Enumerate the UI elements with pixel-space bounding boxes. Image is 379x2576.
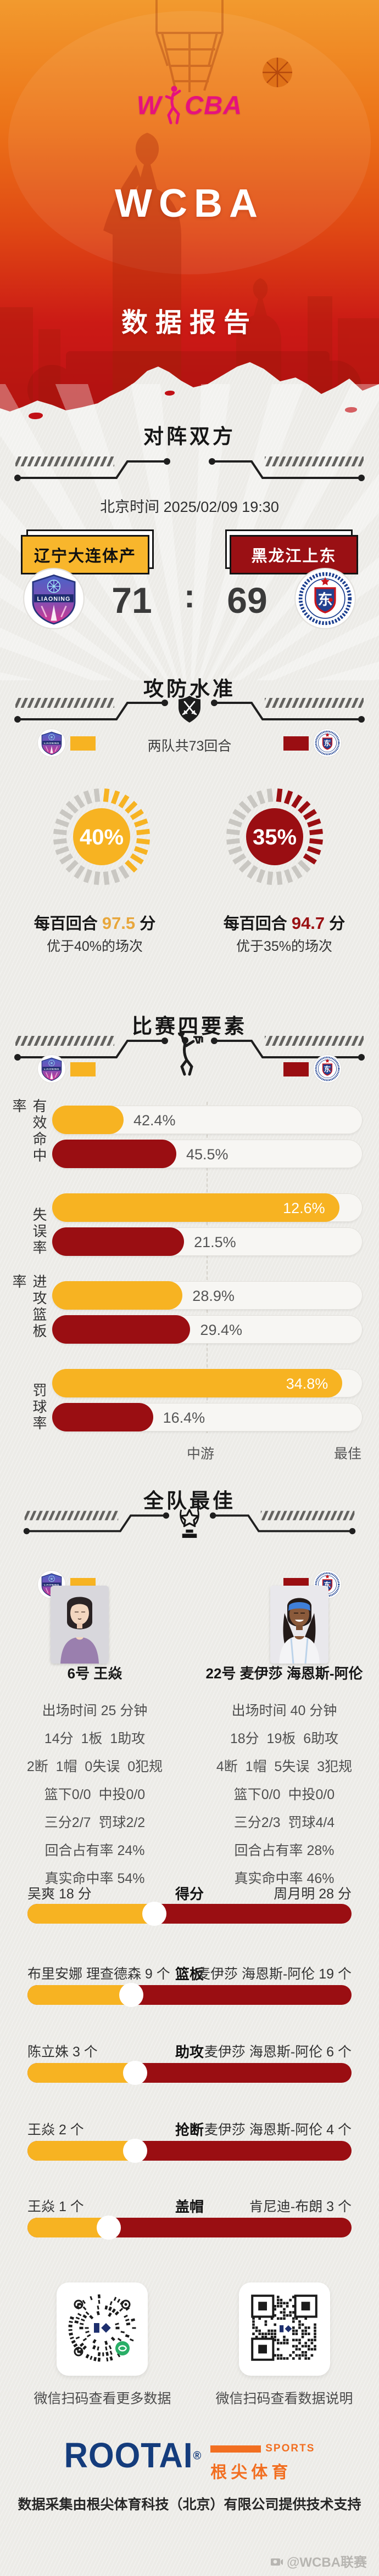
svg-text:35%: 35% xyxy=(253,825,297,849)
hero-background-art xyxy=(0,0,379,412)
away-team-banner: 黑龙江上东 xyxy=(225,529,358,583)
section-divider xyxy=(23,1509,356,1538)
section-title-factors: 比赛四要素 xyxy=(132,1015,247,1038)
factor-label: 失误率 xyxy=(31,1207,47,1256)
away-percentile-gauge: 35% xyxy=(224,786,325,887)
leader-row-labels: 吴爽 18 分 得分 周月明 28 分 xyxy=(27,1886,352,1902)
qr-caption-right: 微信扫码查看数据说明 xyxy=(215,2391,353,2406)
trophy-star-icon xyxy=(180,1509,199,1538)
logo-letters-cba: CBA xyxy=(185,90,243,120)
qr-caption-left: 微信扫码查看更多数据 xyxy=(34,2391,171,2406)
factor-label: 有效命中率 xyxy=(10,1098,47,1164)
shield-swords-icon xyxy=(179,696,200,723)
factor-label: 进攻篮板率 xyxy=(10,1274,47,1340)
leader-bar-assists xyxy=(27,2061,352,2085)
factor-bar-away: 21.5% xyxy=(52,1227,363,1256)
home-color-swatch xyxy=(70,736,96,751)
away-player-stats: 出场时间 40 分钟 18分 19板 6助攻 4断 1帽 5失误 3犯规 篮下0… xyxy=(216,1703,353,1886)
qr-code-more-data xyxy=(57,2282,148,2376)
away-color-swatch xyxy=(283,1062,309,1076)
footer-tagline: 数据采集由根尖体育科技（北京）有限公司提供技术支持 xyxy=(18,2497,361,2512)
logo-runner-icon xyxy=(165,86,181,125)
home-team-banner: 辽宁大连体产 xyxy=(21,529,154,583)
wcba-league-logo: W CBA xyxy=(0,83,379,126)
away-player-name: 22号 麦伊莎 海恩斯-阿伦 xyxy=(205,1665,363,1682)
home-team-name: 辽宁大连体产 xyxy=(21,535,149,574)
section-title-offdef: 攻防水准 xyxy=(143,678,236,700)
brand-chinese-name: 根尖体育 xyxy=(210,2464,292,2482)
brand-orange-bar xyxy=(210,2445,261,2453)
section-divider xyxy=(14,1033,365,1076)
factor-bar-home: 42.4% xyxy=(52,1106,363,1134)
home-player-photo xyxy=(51,1586,109,1664)
home-percentile-gauge: 40% xyxy=(51,786,152,887)
leader-bar-rebounds xyxy=(27,1983,352,2007)
logo-letter-w: W xyxy=(136,90,162,120)
leader-bar-blocks xyxy=(27,2216,352,2240)
brand-sports-label: SPORTS xyxy=(265,2443,315,2454)
leader-row-labels: 布里安娜 理查德森 9 个 篮板 麦伊莎 海恩斯-阿伦 19 个 xyxy=(27,1966,352,1982)
weibo-watermark: @WCBA联赛 xyxy=(270,2551,367,2571)
away-team-name: 黑龙江上东 xyxy=(230,535,358,574)
score-colon: : xyxy=(184,578,195,615)
torn-paper-splatter xyxy=(29,413,43,419)
home-per100-points: 每百回合 97.5 分 xyxy=(34,914,156,933)
section-divider xyxy=(14,696,365,723)
factor-bar-home: 12.6% xyxy=(52,1193,363,1222)
rootai-wordmark: ROOTAI® xyxy=(64,2436,202,2475)
hero-subtitle: 数据报告 xyxy=(121,308,258,337)
section-title-best: 全队最佳 xyxy=(143,1490,236,1512)
away-player-photo xyxy=(270,1586,328,1664)
home-team-logo xyxy=(37,1055,66,1083)
factor-bar-home: 34.8% xyxy=(52,1369,363,1397)
torn-paper-splatter xyxy=(345,407,357,413)
leader-row-labels: 王焱 1 个 盖帽 肯尼迪-布朗 3 个 xyxy=(27,2199,352,2215)
factor-bar-away: 16.4% xyxy=(52,1403,363,1431)
home-score: 71 xyxy=(112,580,152,621)
svg-text:40%: 40% xyxy=(80,825,124,849)
away-better-than: 优于35%的场次 xyxy=(236,939,333,954)
league-middle-dashed-line xyxy=(207,1102,208,1433)
rootai-brand-logo: ROOTAI® SPORTS 根尖体育 xyxy=(0,2436,379,2483)
leader-row-labels: 陈立姝 3 个 助攻 麦伊莎 海恩斯-阿伦 6 个 xyxy=(27,2044,352,2060)
home-player-name: 6号 王焱 xyxy=(67,1665,122,1682)
leader-bar-points xyxy=(27,1902,352,1926)
away-score: 69 xyxy=(227,580,267,621)
torn-paper-splatter xyxy=(165,391,175,396)
leader-row-labels: 王焱 2 个 抢断 麦伊莎 海恩斯-阿伦 4 个 xyxy=(27,2122,352,2138)
away-team-logo xyxy=(294,568,356,629)
section-title-matchup: 对阵双方 xyxy=(143,425,236,448)
section-divider xyxy=(14,456,365,481)
axis-label-mid: 中游 xyxy=(187,1446,215,1462)
factor-bar-away: 29.4% xyxy=(52,1315,363,1344)
leader-bar-steals xyxy=(27,2139,352,2163)
away-team-logo xyxy=(313,729,342,757)
home-color-swatch xyxy=(70,1062,96,1076)
dunking-player-icon xyxy=(178,1033,203,1076)
away-team-logo xyxy=(313,1055,342,1083)
game-time: 北京时间 2025/02/09 19:30 xyxy=(100,499,279,515)
axis-label-best: 最佳 xyxy=(334,1446,362,1462)
home-team-logo xyxy=(23,568,85,629)
camera-icon xyxy=(270,2558,283,2566)
away-color-swatch xyxy=(283,736,309,751)
factor-bar-home: 28.9% xyxy=(52,1281,363,1310)
hero-banner: W CBA WCBA 数据报告 xyxy=(0,0,379,412)
home-better-than: 优于40%的场次 xyxy=(46,939,143,954)
factor-bar-away: 45.5% xyxy=(52,1140,363,1168)
home-player-stats: 出场时间 25 分钟 14分 1板 1助攻 2断 1帽 0失误 0犯规 篮下0/… xyxy=(26,1703,163,1886)
factor-label: 罚球率 xyxy=(31,1383,47,1432)
hero-title: WCBA xyxy=(115,182,264,226)
qr-code-data-notes xyxy=(239,2282,330,2376)
away-per100-points: 每百回合 94.7 分 xyxy=(223,914,345,933)
rounds-note: 两队共73回合 xyxy=(147,739,232,754)
